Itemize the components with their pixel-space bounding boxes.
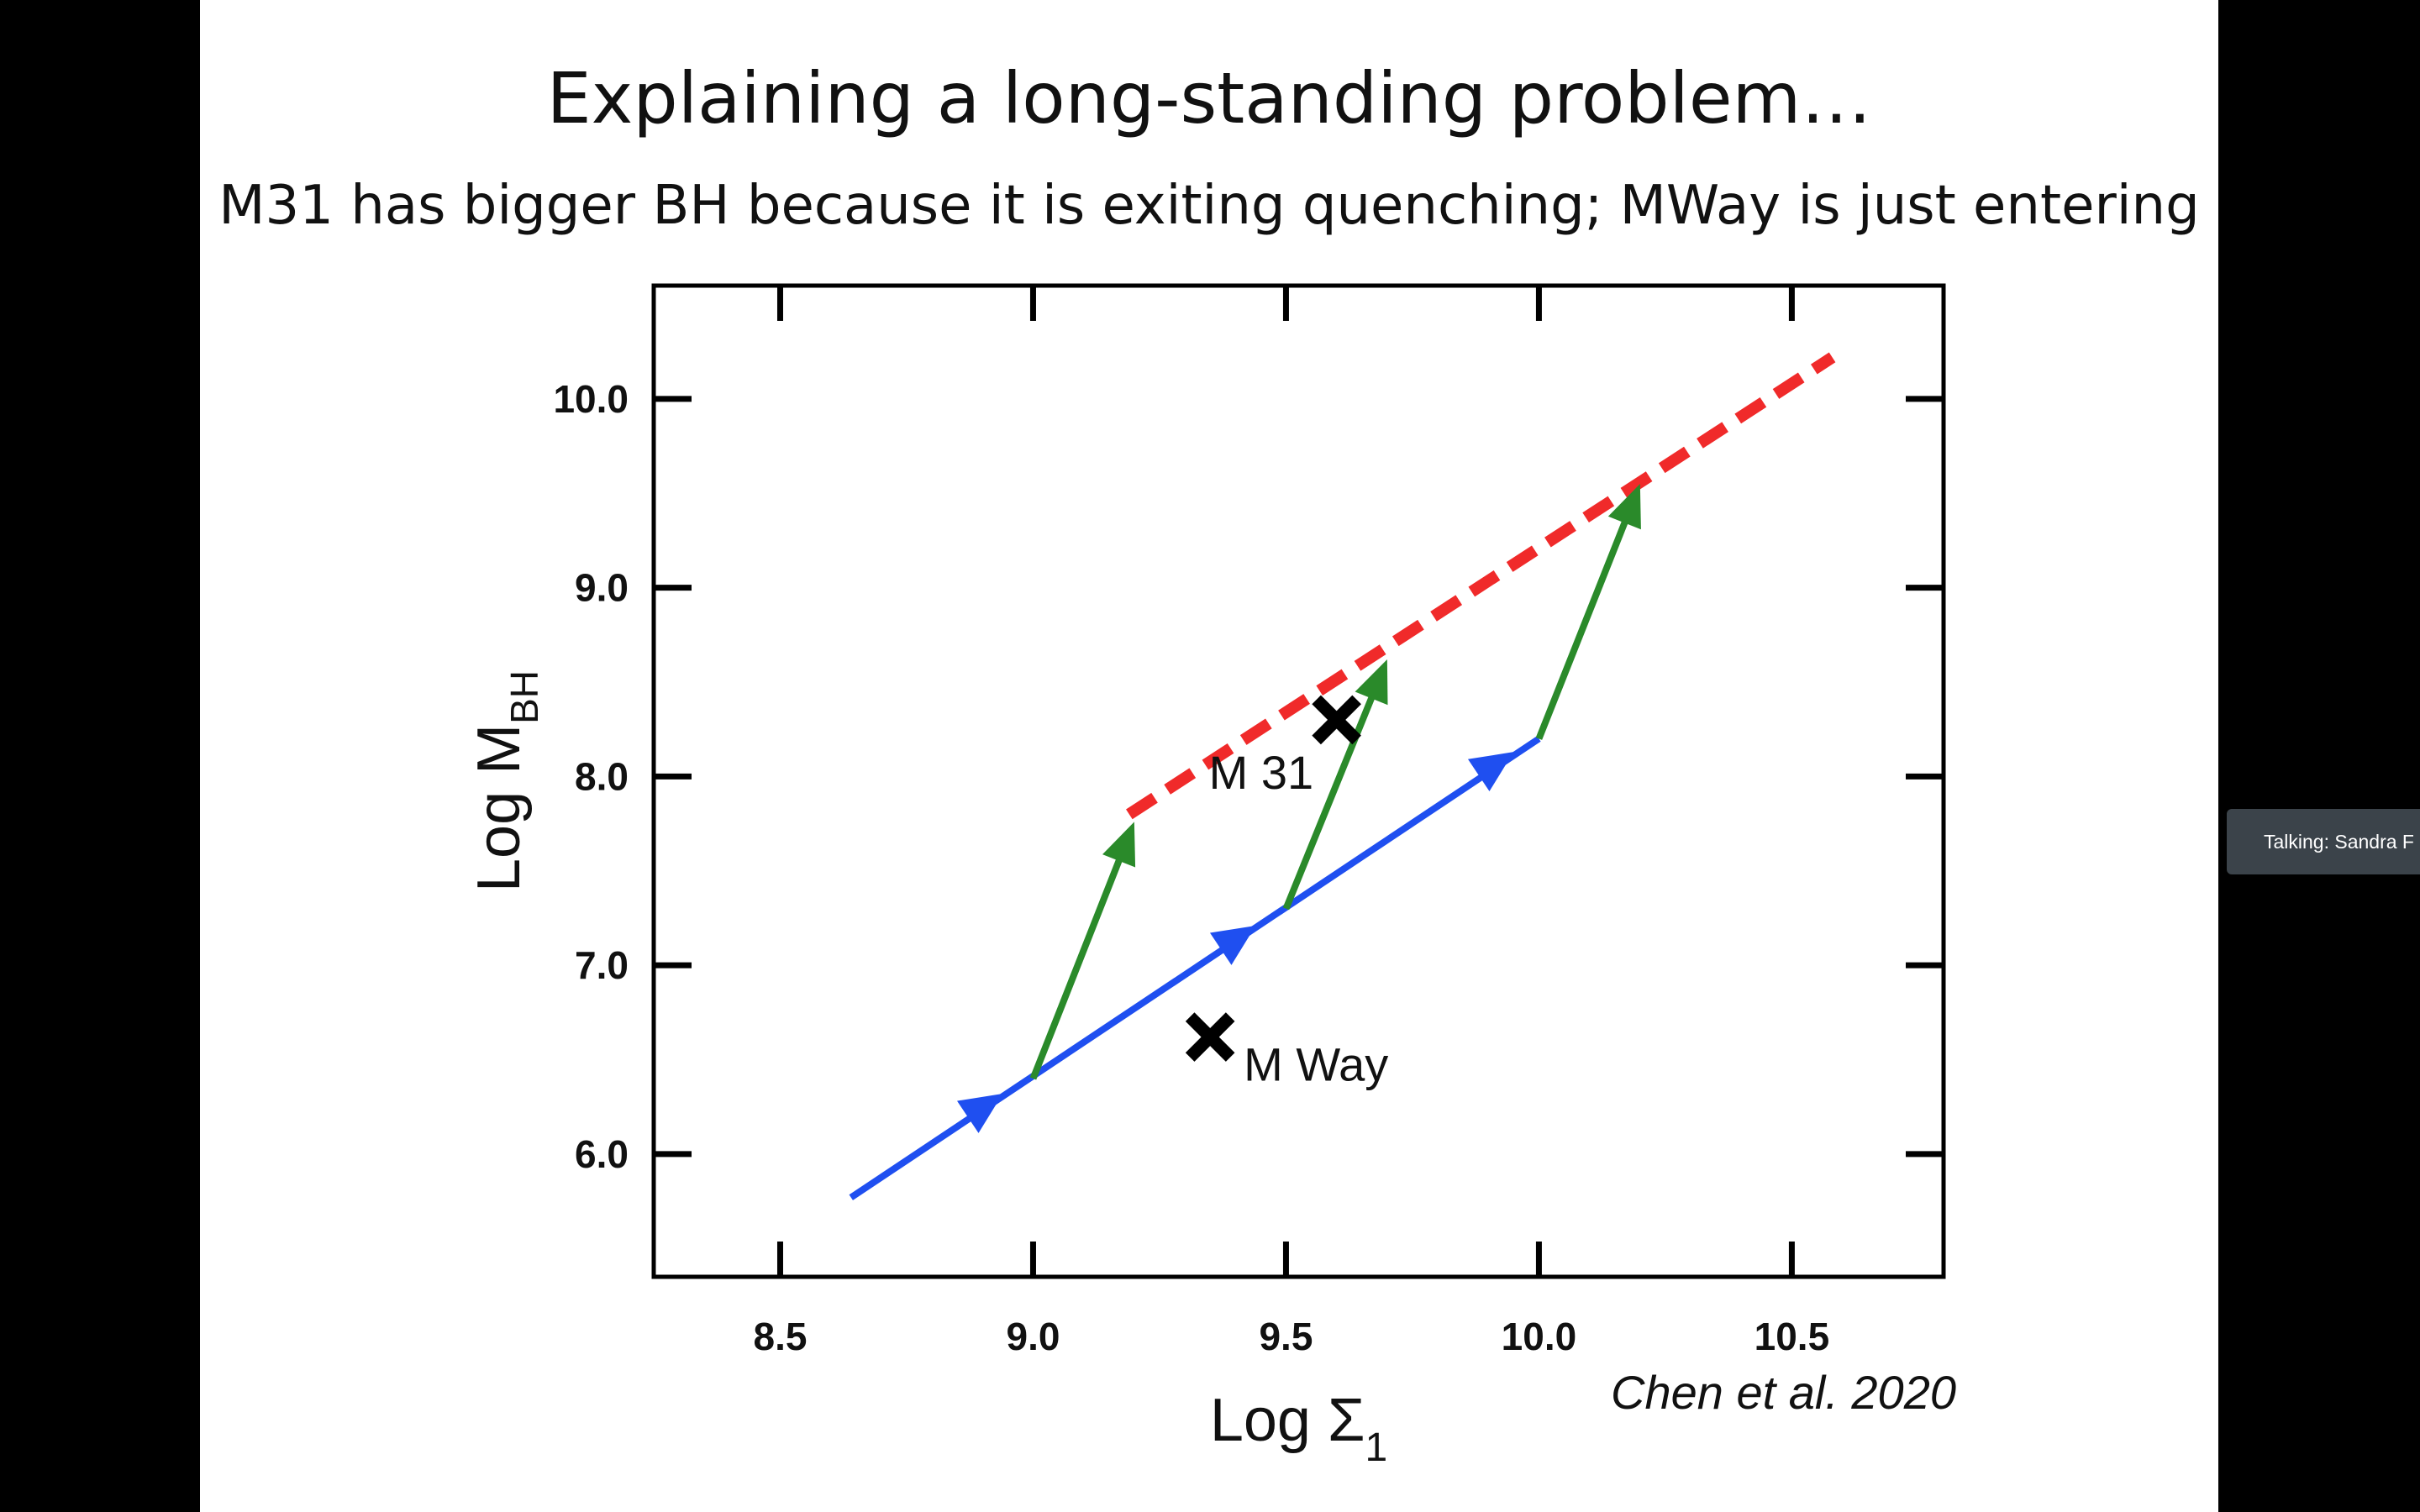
citation: Chen et al. 2020: [1611, 1366, 1956, 1419]
y-tick-label: 10.0: [553, 377, 629, 421]
blue-arrowhead: [1467, 752, 1514, 792]
green-arrowhead: [1355, 659, 1388, 706]
slide-subtitle: M31 has bigger BH because it is exiting …: [218, 175, 2200, 237]
blue-arrowhead: [956, 1093, 1003, 1133]
y-tick-label: 9.0: [575, 566, 629, 610]
talking-indicator: Talking: Sandra F: [2227, 809, 2420, 874]
x-axis-label-subscript: 1: [1365, 1425, 1387, 1470]
marker-label-m31: M 31: [1209, 746, 1314, 799]
green-arrowhead: [1607, 484, 1641, 530]
x-tick-label: 10.0: [1502, 1315, 1577, 1358]
x-tick-label: 10.5: [1754, 1315, 1830, 1358]
x-tick-label: 9.5: [1259, 1315, 1313, 1358]
y-axis-label-subscript: BH: [502, 670, 546, 724]
x-tick-label: 8.5: [754, 1315, 808, 1358]
x-marker: [1185, 1012, 1235, 1062]
plot-frame: [651, 283, 1946, 1279]
x-marker: [1312, 695, 1361, 745]
presentation-slide: Explaining a long-standing problem… M31 …: [200, 0, 2218, 1512]
blue-line: [849, 736, 1541, 1200]
green-arrow-line: [1535, 512, 1632, 740]
red-dashed-line: [1126, 352, 1836, 820]
green-arrowhead: [1102, 822, 1136, 868]
marker-label-mway: M Way: [1244, 1038, 1388, 1091]
x-tick-label: 9.0: [1006, 1315, 1060, 1358]
y-tick-label: 8.0: [575, 754, 629, 798]
y-tick-label: 7.0: [575, 943, 629, 987]
green-arrow-line: [1282, 687, 1379, 911]
x-axis-label: Log Σ1: [1210, 1387, 1387, 1470]
blue-arrowhead: [1209, 925, 1256, 965]
green-arrow-line: [1029, 850, 1126, 1080]
chart: 8.5 9.0 9.5 10.0 10.5 6.0 7.0 8.0 9.0 10.0 Log Σ1 L…: [466, 283, 1956, 1470]
slide-title: Explaining a long-standing problem…: [546, 57, 1872, 139]
y-tick-label: 6.0: [575, 1132, 629, 1176]
y-axis-label: Log MBH: [466, 670, 546, 892]
